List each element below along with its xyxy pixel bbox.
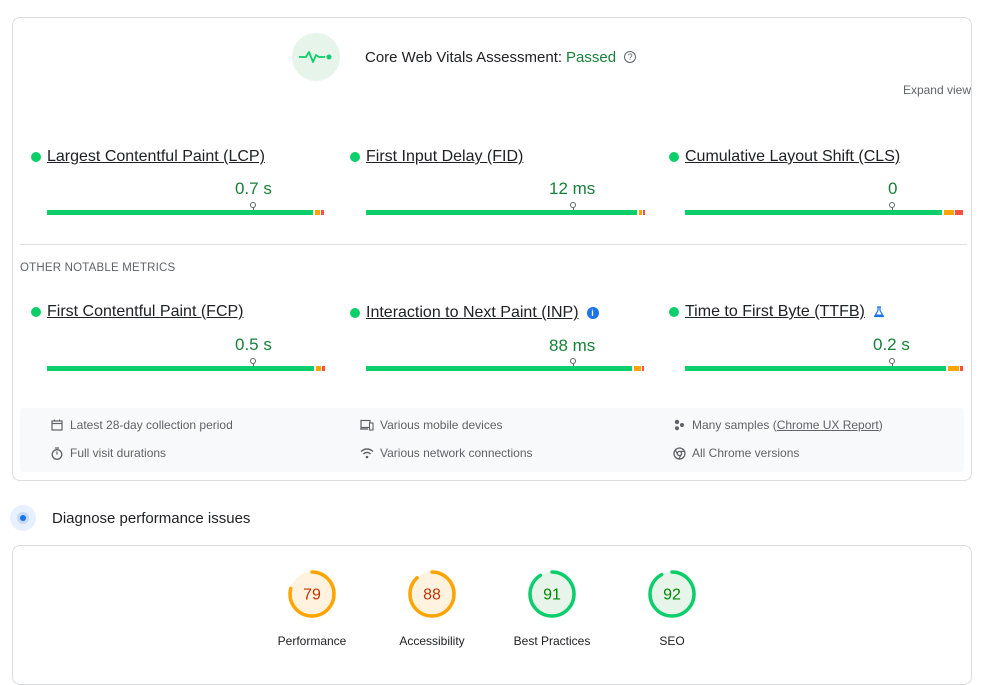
metric-name-inp[interactable]: Interaction to Next Paint (INP) — [366, 304, 579, 321]
good-status-dot — [669, 152, 679, 162]
score-value: 79 — [303, 587, 321, 604]
score-ring: 91 — [528, 570, 576, 618]
info-devices: Various mobile devices — [360, 418, 503, 432]
info-chrome-text: All Chrome versions — [692, 446, 800, 460]
good-status-dot — [669, 307, 679, 317]
stopwatch-icon — [50, 446, 64, 460]
score-gauge-accessibility[interactable]: 88 Accessibility — [372, 569, 492, 648]
core-web-vitals-card — [12, 17, 972, 481]
distribution-bar — [685, 210, 963, 215]
metric-lcp: Largest Contentful Paint (LCP) 0.7 s — [31, 148, 324, 215]
good-status-dot — [350, 152, 360, 162]
info-period: Latest 28-day collection period — [50, 418, 233, 432]
info-samples: Many samples (Chrome UX Report) — [672, 418, 883, 432]
info-samples-suffix: ) — [878, 418, 883, 432]
expand-view-button[interactable]: Expand view — [902, 83, 971, 97]
score-label: Best Practices — [513, 634, 591, 648]
info-period-text: Latest 28-day collection period — [70, 418, 233, 432]
metric-name-ttfb[interactable]: Time to First Byte (TTFB) — [685, 303, 865, 320]
score-label: Performance — [277, 634, 347, 648]
metric-name-lcp[interactable]: Largest Contentful Paint (LCP) — [47, 148, 265, 165]
distribution-bar — [366, 366, 644, 371]
score-ring: 92 — [648, 570, 696, 618]
metric-value-ttfb: 0.2 s — [873, 335, 910, 354]
distribution-bar — [47, 366, 325, 371]
devices-icon — [360, 418, 374, 432]
info-durations-text: Full visit durations — [70, 446, 167, 460]
info-devices-text: Various mobile devices — [380, 418, 503, 432]
metric-name-fcp[interactable]: First Contentful Paint (FCP) — [47, 303, 244, 320]
other-metrics-heading: OTHER NOTABLE METRICS — [20, 262, 176, 274]
metric-cls: Cumulative Layout Shift (CLS) 0 — [669, 148, 963, 215]
info-chrome: All Chrome versions — [672, 446, 799, 460]
score-ring: 79 — [288, 570, 336, 618]
metric-value-fid: 12 ms — [549, 179, 596, 198]
info-network: Various network connections — [360, 446, 533, 460]
distribution-marker — [570, 358, 576, 364]
users-icon — [672, 418, 686, 432]
assessment-status: Passed — [566, 48, 617, 66]
score-value: 91 — [543, 587, 561, 604]
metric-name-cls[interactable]: Cumulative Layout Shift (CLS) — [685, 148, 901, 165]
metric-value-fcp: 0.5 s — [235, 335, 272, 354]
cwv-header: Core Web Vitals Assessment: Passed ? — [292, 32, 637, 82]
info-icon[interactable]: i — [586, 307, 599, 319]
metric-value-inp: 88 ms — [549, 336, 596, 355]
vitals-pulse-icon — [292, 33, 340, 81]
info-network-text: Various network connections — [380, 446, 533, 460]
flask-icon[interactable] — [873, 306, 885, 318]
metric-value-lcp: 0.7 s — [235, 179, 272, 198]
collection-info-panel: Latest 28-day collection period Full vis… — [20, 408, 964, 472]
section-divider — [20, 244, 967, 245]
distribution-marker — [889, 358, 895, 364]
chrome-icon — [672, 446, 686, 460]
good-status-dot — [31, 152, 41, 162]
calendar-icon — [50, 418, 64, 432]
metric-fcp: First Contentful Paint (FCP) 0.5 s — [31, 303, 325, 371]
metric-ttfb: Time to First Byte (TTFB) 0.2 s — [669, 303, 963, 371]
score-label: Accessibility — [399, 634, 465, 648]
distribution-marker — [250, 202, 256, 208]
score-gauge-performance[interactable]: 79 Performance — [252, 569, 372, 648]
distribution-bar — [366, 210, 645, 215]
info-samples-text: Many samples ( — [692, 418, 777, 432]
diagnose-icon — [10, 505, 36, 531]
diagnose-section-header: Diagnose performance issues — [10, 505, 250, 531]
good-status-dot — [31, 307, 41, 317]
distribution-bar — [685, 366, 963, 371]
distribution-bar — [47, 210, 324, 215]
metric-inp: Interaction to Next Paint (INP) i 88 ms — [350, 304, 644, 371]
metric-value-cls: 0 — [888, 179, 898, 198]
score-value: 88 — [423, 587, 441, 604]
score-gauge-best-practices[interactable]: 91 Best Practices — [492, 569, 612, 648]
score-ring: 88 — [408, 570, 456, 618]
distribution-marker — [570, 202, 576, 208]
metric-name-fid[interactable]: First Input Delay (FID) — [366, 148, 524, 165]
score-gauge-seo[interactable]: 92 SEO — [612, 569, 732, 648]
assessment-title: Core Web Vitals Assessment: — [365, 48, 563, 66]
help-icon[interactable]: ? — [624, 51, 637, 63]
score-value: 92 — [663, 587, 681, 604]
score-label: SEO — [659, 634, 685, 648]
distribution-marker — [889, 202, 895, 208]
good-status-dot — [350, 308, 360, 318]
metric-fid: First Input Delay (FID) 12 ms — [350, 148, 645, 215]
wifi-icon — [360, 446, 374, 460]
distribution-marker — [250, 358, 256, 364]
info-durations: Full visit durations — [50, 446, 166, 460]
chrome-ux-report-link[interactable]: Chrome UX Report — [776, 418, 879, 432]
diagnose-title: Diagnose performance issues — [52, 509, 251, 527]
